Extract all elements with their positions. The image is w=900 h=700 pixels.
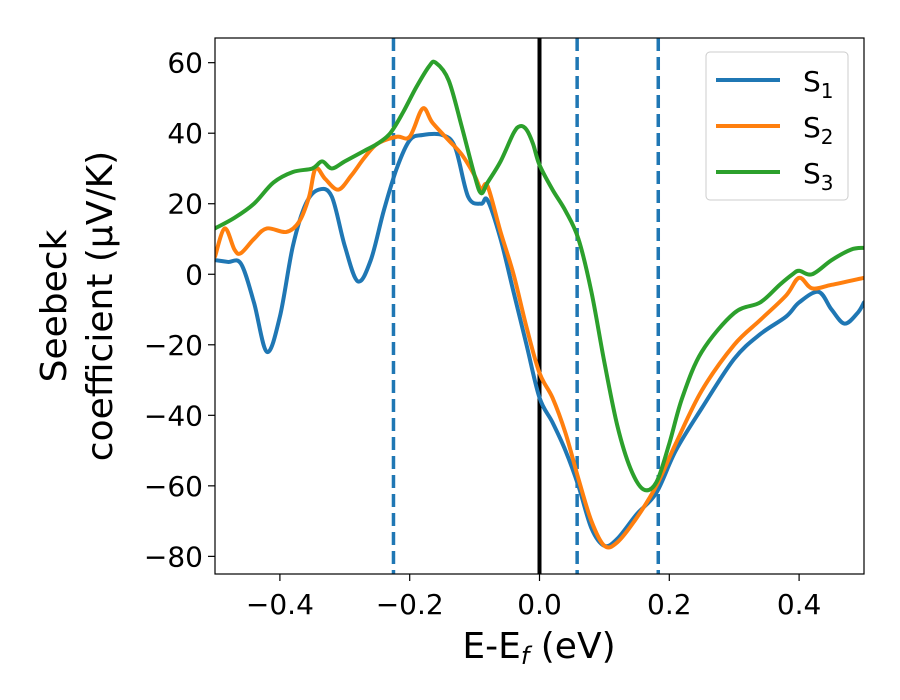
- y-axis-ticks: −80 −60 −40 −20 0 20 40 60: [144, 47, 215, 573]
- x-axis-title-unit: (eV): [529, 626, 615, 667]
- y-axis-title-line2: coefficient (μV/K): [80, 151, 121, 461]
- y-tick-label: 40: [167, 117, 203, 150]
- y-tick-label: 0: [185, 258, 203, 291]
- y-tick-label: −80: [144, 540, 203, 573]
- y-tick-label: −20: [144, 329, 203, 362]
- y-tick-label: −40: [144, 399, 203, 432]
- legend-label-s1: S1: [803, 65, 834, 103]
- legend-label-main: S: [803, 157, 821, 190]
- x-axis-ticks: −0.4 −0.2 0.0 0.2 0.4: [246, 574, 821, 621]
- legend-label-main: S: [803, 65, 821, 98]
- series-line-s2: [215, 106, 864, 550]
- legend-label-subscript: 1: [821, 79, 834, 103]
- x-tick-label: 0.0: [517, 588, 562, 621]
- x-axis-title: E-Ef (eV): [462, 626, 615, 670]
- legend-label-s3: S3: [803, 157, 834, 195]
- x-tick-label: 0.2: [647, 588, 692, 621]
- x-tick-label: 0.4: [777, 588, 822, 621]
- series-lines: [215, 59, 864, 550]
- legend-label-s2: S2: [803, 111, 834, 149]
- legend-label-main: S: [803, 111, 821, 144]
- x-tick-label: −0.4: [246, 588, 314, 621]
- x-axis-title-main: E-E: [462, 626, 520, 667]
- y-axis-title-line1: Seebeck: [34, 229, 75, 382]
- y-tick-label: −60: [144, 470, 203, 503]
- y-tick-label: 60: [167, 47, 203, 80]
- x-tick-label: −0.2: [376, 588, 444, 621]
- legend-label-subscript: 3: [821, 171, 834, 195]
- y-tick-label: 20: [167, 188, 203, 221]
- series-line-s3: [215, 59, 864, 493]
- legend-label-subscript: 2: [821, 125, 834, 149]
